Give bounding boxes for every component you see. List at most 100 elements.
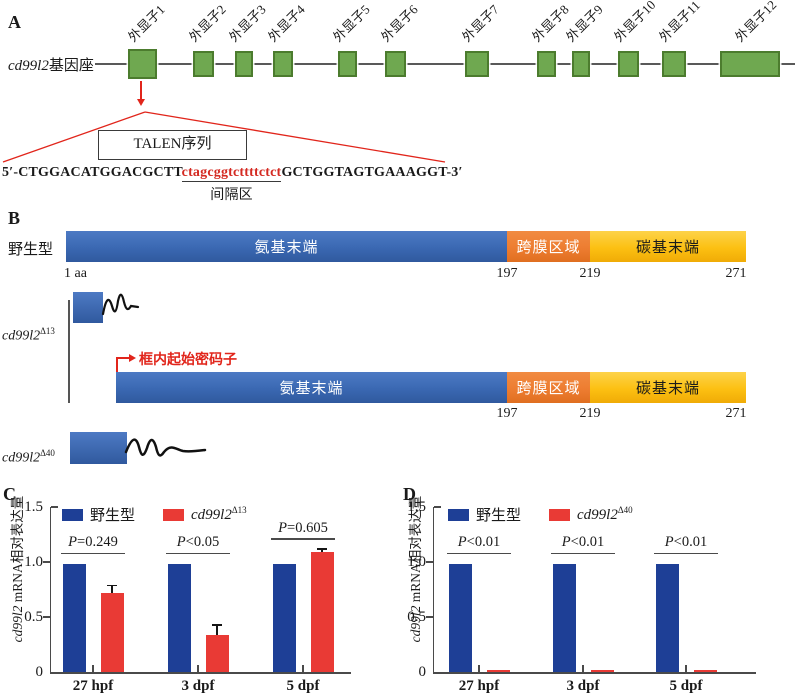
- aa-271-tick: 271: [725, 266, 747, 281]
- exon-label: 外显子6: [377, 1, 421, 45]
- exon-label: 外显子5: [329, 1, 373, 45]
- aa-197-tick: 197: [496, 406, 518, 421]
- bar-mutant-group2: [205, 634, 229, 672]
- zoom-connector-lines: [2, 111, 446, 163]
- panel-c-letter: C: [3, 484, 16, 504]
- exon-box: [720, 51, 780, 77]
- n-terminus-segment: 氨基末端: [66, 231, 507, 262]
- legend-mutant-gene: cd99l2: [577, 507, 618, 523]
- bar-wildtype-group1: [448, 564, 472, 672]
- wildtype-protein-bar: 氨基末端 跨膜区域 碳基末端: [66, 231, 746, 262]
- p-value-label: P<0.01: [664, 534, 708, 551]
- bar-mutant-group1: [486, 669, 510, 672]
- error-bar-cap: [317, 548, 327, 550]
- y-tick-label: 1.0: [407, 554, 426, 570]
- y-tick-label: 1.5: [24, 499, 43, 515]
- sequence-left: 5′-CTGGACATGGACGCTT: [2, 165, 182, 180]
- error-bar-cap: [107, 584, 117, 587]
- sequence-right: GCTGGTAGTGAAAGGT-3′: [281, 165, 463, 180]
- significance-line: [271, 538, 335, 540]
- exon-label: 外显子4: [264, 1, 308, 45]
- exon-box: [572, 51, 590, 77]
- spacer-letters: ctagcggtcttttctct: [181, 165, 282, 180]
- legend-swatch-mutant: [163, 508, 185, 521]
- exon-label: 外显子11: [655, 0, 704, 45]
- d13-gene-name: cd99l2: [2, 328, 41, 344]
- x-tick-mark: [197, 665, 199, 672]
- d13-sup: Δ13: [40, 326, 55, 336]
- legend-label-wildtype: 野生型: [90, 508, 136, 524]
- bar-wildtype-group1: [62, 564, 86, 672]
- c-terminus-segment: 碳基末端: [590, 231, 746, 262]
- d40-allele-name: cd99l2Δ40: [2, 448, 55, 467]
- y-tick-mark: [51, 506, 58, 508]
- gene-locus-label: cd99l2基因座: [8, 54, 94, 75]
- y-tick-mark: [434, 506, 441, 508]
- error-bar-stem: [216, 625, 218, 635]
- p-value-label: P=0.605: [278, 519, 328, 536]
- p-value-label: P<0.05: [176, 534, 220, 551]
- legend-mutant-sup: Δ40: [617, 505, 633, 515]
- panel-b-letter: B: [8, 208, 21, 228]
- aa-271-tick: 271: [725, 406, 747, 421]
- exon1-pointer-arrowhead-icon: [137, 99, 145, 106]
- talen-box: TALEN序列: [98, 130, 247, 160]
- y-tick-mark: [43, 561, 51, 563]
- p-value-label: P=0.249: [68, 534, 118, 551]
- exon-box: [465, 51, 489, 77]
- y-tick-mark: [43, 616, 51, 618]
- bar-wildtype-group3: [655, 564, 679, 672]
- y-tick-label: 0.5: [407, 609, 426, 625]
- y-tick-label: 0.5: [24, 609, 43, 625]
- exon-label: 外显子9: [562, 1, 606, 45]
- d13-allele-name: cd99l2Δ13: [2, 326, 55, 345]
- x-tick-mark: [582, 665, 584, 672]
- bar-mutant-group1: [100, 592, 124, 672]
- exon-box: [618, 51, 639, 77]
- legend-label-wildtype: 野生型: [476, 508, 522, 524]
- n-terminus-segment: 氨基末端: [116, 372, 507, 403]
- bar-wildtype-group2: [552, 564, 576, 672]
- legend-mutant-sup: Δ13: [231, 505, 247, 515]
- category-label: 27 hpf: [458, 678, 500, 693]
- exon-box: [662, 51, 686, 77]
- bar-mutant-group3: [693, 669, 717, 672]
- legend-swatch-wildtype: [448, 508, 469, 521]
- exon-label: 外显子10: [610, 0, 658, 45]
- legend-swatch-mutant: [549, 508, 571, 521]
- legend: 野生型 cd99l2Δ13: [62, 504, 247, 525]
- y-tick-label: 1.0: [24, 554, 43, 570]
- exon-label: 外显子1: [124, 1, 168, 45]
- significance-line: [166, 552, 230, 555]
- significance-line: [654, 552, 718, 555]
- legend-swatch-wildtype: [62, 508, 83, 521]
- transmembrane-segment: 跨膜区域: [507, 372, 590, 403]
- panel-d-letter: D: [403, 484, 416, 504]
- y-tick-label: 1.5: [407, 499, 426, 515]
- panel-a-letter: A: [8, 12, 21, 32]
- exon-box: [385, 51, 406, 77]
- exon1-pointer-line: [140, 81, 142, 99]
- bar-wildtype-group2: [167, 564, 191, 672]
- category-label: 5 dpf: [286, 678, 320, 693]
- d40-truncated-protein-box: [70, 432, 127, 464]
- inframe-start-codon-label: 框内起始密码子: [139, 353, 237, 368]
- y-tick-mark: [426, 616, 434, 618]
- talen-sequence: 5′-CTGGACATGGACGCTTctagcggtcttttctct 间隔区 G…: [2, 165, 463, 203]
- d13-truncated-protein-box: [73, 292, 103, 323]
- start-codon-arrow-hline: [116, 357, 130, 359]
- start-codon-arrow-vline: [116, 357, 118, 373]
- exon-label: 外显子12: [731, 0, 780, 45]
- y-tick-mark: [426, 561, 434, 563]
- exon-label: 外显子3: [225, 1, 269, 45]
- x-tick-mark: [685, 665, 687, 672]
- significance-line: [447, 552, 511, 555]
- aa-219-tick: 219: [579, 266, 601, 281]
- d40-sup: Δ40: [40, 448, 55, 458]
- error-bar-cap: [212, 624, 222, 626]
- plot-area: 0 0.5 1.0 1.5 27 hpf P<0.01 3 dpf P<0.01 5 dpf P<…: [407, 499, 756, 693]
- aa-219-tick: 219: [579, 406, 601, 421]
- spacer-sequence: ctagcggtcttttctct 间隔区: [181, 165, 282, 203]
- d13-protein-bar: 氨基末端 跨膜区域 碳基末端: [116, 372, 746, 403]
